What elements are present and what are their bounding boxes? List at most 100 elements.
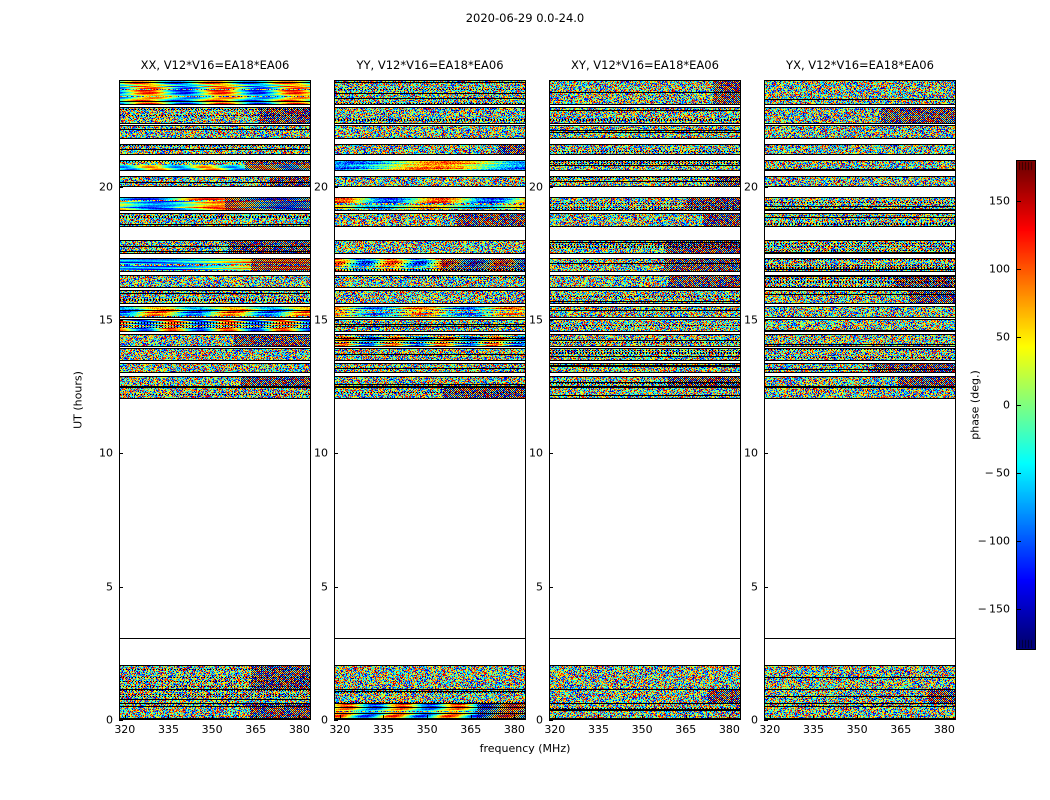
y-tick-mark xyxy=(119,586,123,588)
colorbar-tick-mark xyxy=(1016,473,1021,475)
colorbar-tick-label: − 150 xyxy=(977,602,1010,616)
y-tick-mark xyxy=(549,320,553,321)
waterfall-image xyxy=(550,81,740,719)
x-tick-mark xyxy=(857,715,859,719)
y-tick-label: 5 xyxy=(106,580,113,594)
y-tick-label: 15 xyxy=(314,313,328,327)
y-tick-label: 10 xyxy=(744,446,758,460)
colorbar-tick-label: 150 xyxy=(989,194,1010,208)
x-tick-label: 335 xyxy=(372,723,394,736)
y-axis-label: UT (hours) xyxy=(71,371,85,429)
y-tick-mark xyxy=(334,186,338,188)
x-axis-label: frequency (MHz) xyxy=(479,742,571,755)
colorbar-tick-mark xyxy=(1016,405,1021,406)
x-tick-label: 350 xyxy=(631,723,653,736)
y-tick-label: 20 xyxy=(529,180,543,194)
colorbar-tick-label: 50 xyxy=(996,330,1010,344)
y-tick-mark xyxy=(119,453,123,455)
x-tick-mark xyxy=(900,715,902,719)
y-tick-label: 10 xyxy=(314,446,328,460)
y-tick-label: 20 xyxy=(744,180,758,194)
panel-title-xy: XY, V12*V16=EA18*EA06 xyxy=(571,58,719,72)
colorbar-tick-mark xyxy=(1016,200,1021,202)
y-tick-mark xyxy=(549,186,553,188)
x-tick-mark xyxy=(124,715,126,719)
x-tick-mark xyxy=(769,715,771,719)
x-tick-mark xyxy=(470,715,472,719)
x-tick-label: 335 xyxy=(157,723,179,736)
x-tick-label: 350 xyxy=(416,723,438,736)
x-tick-mark xyxy=(339,715,341,719)
panel-title-yx: YX, V12*V16=EA18*EA06 xyxy=(786,58,934,72)
x-tick-label: 335 xyxy=(802,723,824,736)
y-tick-label: 0 xyxy=(321,713,328,727)
colorbar-tick-label: 100 xyxy=(989,262,1010,276)
panel-title-xx: XX, V12*V16=EA18*EA06 xyxy=(140,58,290,72)
x-tick-label: 335 xyxy=(587,723,609,736)
waterfall-image xyxy=(765,81,955,719)
y-tick-mark xyxy=(119,720,123,721)
x-tick-mark xyxy=(514,715,516,719)
waterfall-panel-yy[interactable] xyxy=(334,80,526,720)
x-tick-mark xyxy=(383,715,385,719)
waterfall-panel-xx[interactable] xyxy=(119,80,311,720)
y-tick-mark xyxy=(119,186,123,188)
x-tick-label: 365 xyxy=(245,723,267,736)
waterfall-panel-yx[interactable] xyxy=(764,80,956,720)
x-tick-mark xyxy=(813,715,815,719)
colorbar-tick-label: 0 xyxy=(1003,398,1010,412)
waterfall-panel-xy[interactable] xyxy=(549,80,741,720)
x-tick-label: 365 xyxy=(460,723,482,736)
x-tick-label: 320 xyxy=(544,723,566,736)
x-tick-mark xyxy=(944,715,946,719)
x-tick-label: 320 xyxy=(759,723,781,736)
x-tick-mark xyxy=(729,715,731,719)
x-tick-mark xyxy=(168,715,170,719)
y-tick-mark xyxy=(764,720,768,721)
x-tick-mark xyxy=(642,715,644,719)
y-tick-label: 20 xyxy=(314,180,328,194)
x-tick-label: 365 xyxy=(890,723,912,736)
y-tick-mark xyxy=(334,453,338,455)
panel-title-yy: YY, V12*V16=EA18*EA06 xyxy=(356,58,504,72)
colorbar-tick-label: − 100 xyxy=(977,534,1010,548)
x-tick-label: 320 xyxy=(114,723,136,736)
y-tick-mark xyxy=(764,320,768,321)
y-tick-mark xyxy=(764,586,768,588)
y-tick-label: 10 xyxy=(529,446,543,460)
y-tick-label: 15 xyxy=(529,313,543,327)
y-tick-mark xyxy=(334,320,338,321)
colorbar-tick-label: − 50 xyxy=(984,466,1010,480)
x-tick-label: 380 xyxy=(718,723,740,736)
y-tick-mark xyxy=(549,720,553,721)
x-tick-mark xyxy=(427,715,429,719)
x-tick-mark xyxy=(299,715,301,719)
y-tick-label: 0 xyxy=(751,713,758,727)
y-tick-mark xyxy=(764,453,768,455)
y-tick-label: 15 xyxy=(744,313,758,327)
y-tick-label: 10 xyxy=(99,446,113,460)
x-tick-label: 380 xyxy=(503,723,525,736)
y-tick-mark xyxy=(764,186,768,188)
colorbar-gradient xyxy=(1017,161,1035,649)
colorbar-label: phase (deg.) xyxy=(968,370,982,440)
x-tick-label: 350 xyxy=(201,723,223,736)
figure-suptitle: 2020-06-29 0.0-24.0 xyxy=(465,11,585,25)
waterfall-image xyxy=(120,81,310,719)
y-tick-label: 5 xyxy=(751,580,758,594)
y-tick-label: 20 xyxy=(99,180,113,194)
x-tick-label: 380 xyxy=(933,723,955,736)
y-tick-mark xyxy=(334,720,338,721)
colorbar-tick-mark xyxy=(1016,336,1021,338)
y-tick-label: 0 xyxy=(106,713,113,727)
y-tick-label: 5 xyxy=(536,580,543,594)
colorbar-tick-mark xyxy=(1016,541,1021,543)
y-tick-mark xyxy=(549,586,553,588)
colorbar-tick-mark xyxy=(1016,268,1021,270)
y-tick-mark xyxy=(334,586,338,588)
y-tick-mark xyxy=(549,453,553,455)
x-tick-mark xyxy=(212,715,214,719)
x-tick-mark xyxy=(554,715,556,719)
x-tick-mark xyxy=(598,715,600,719)
